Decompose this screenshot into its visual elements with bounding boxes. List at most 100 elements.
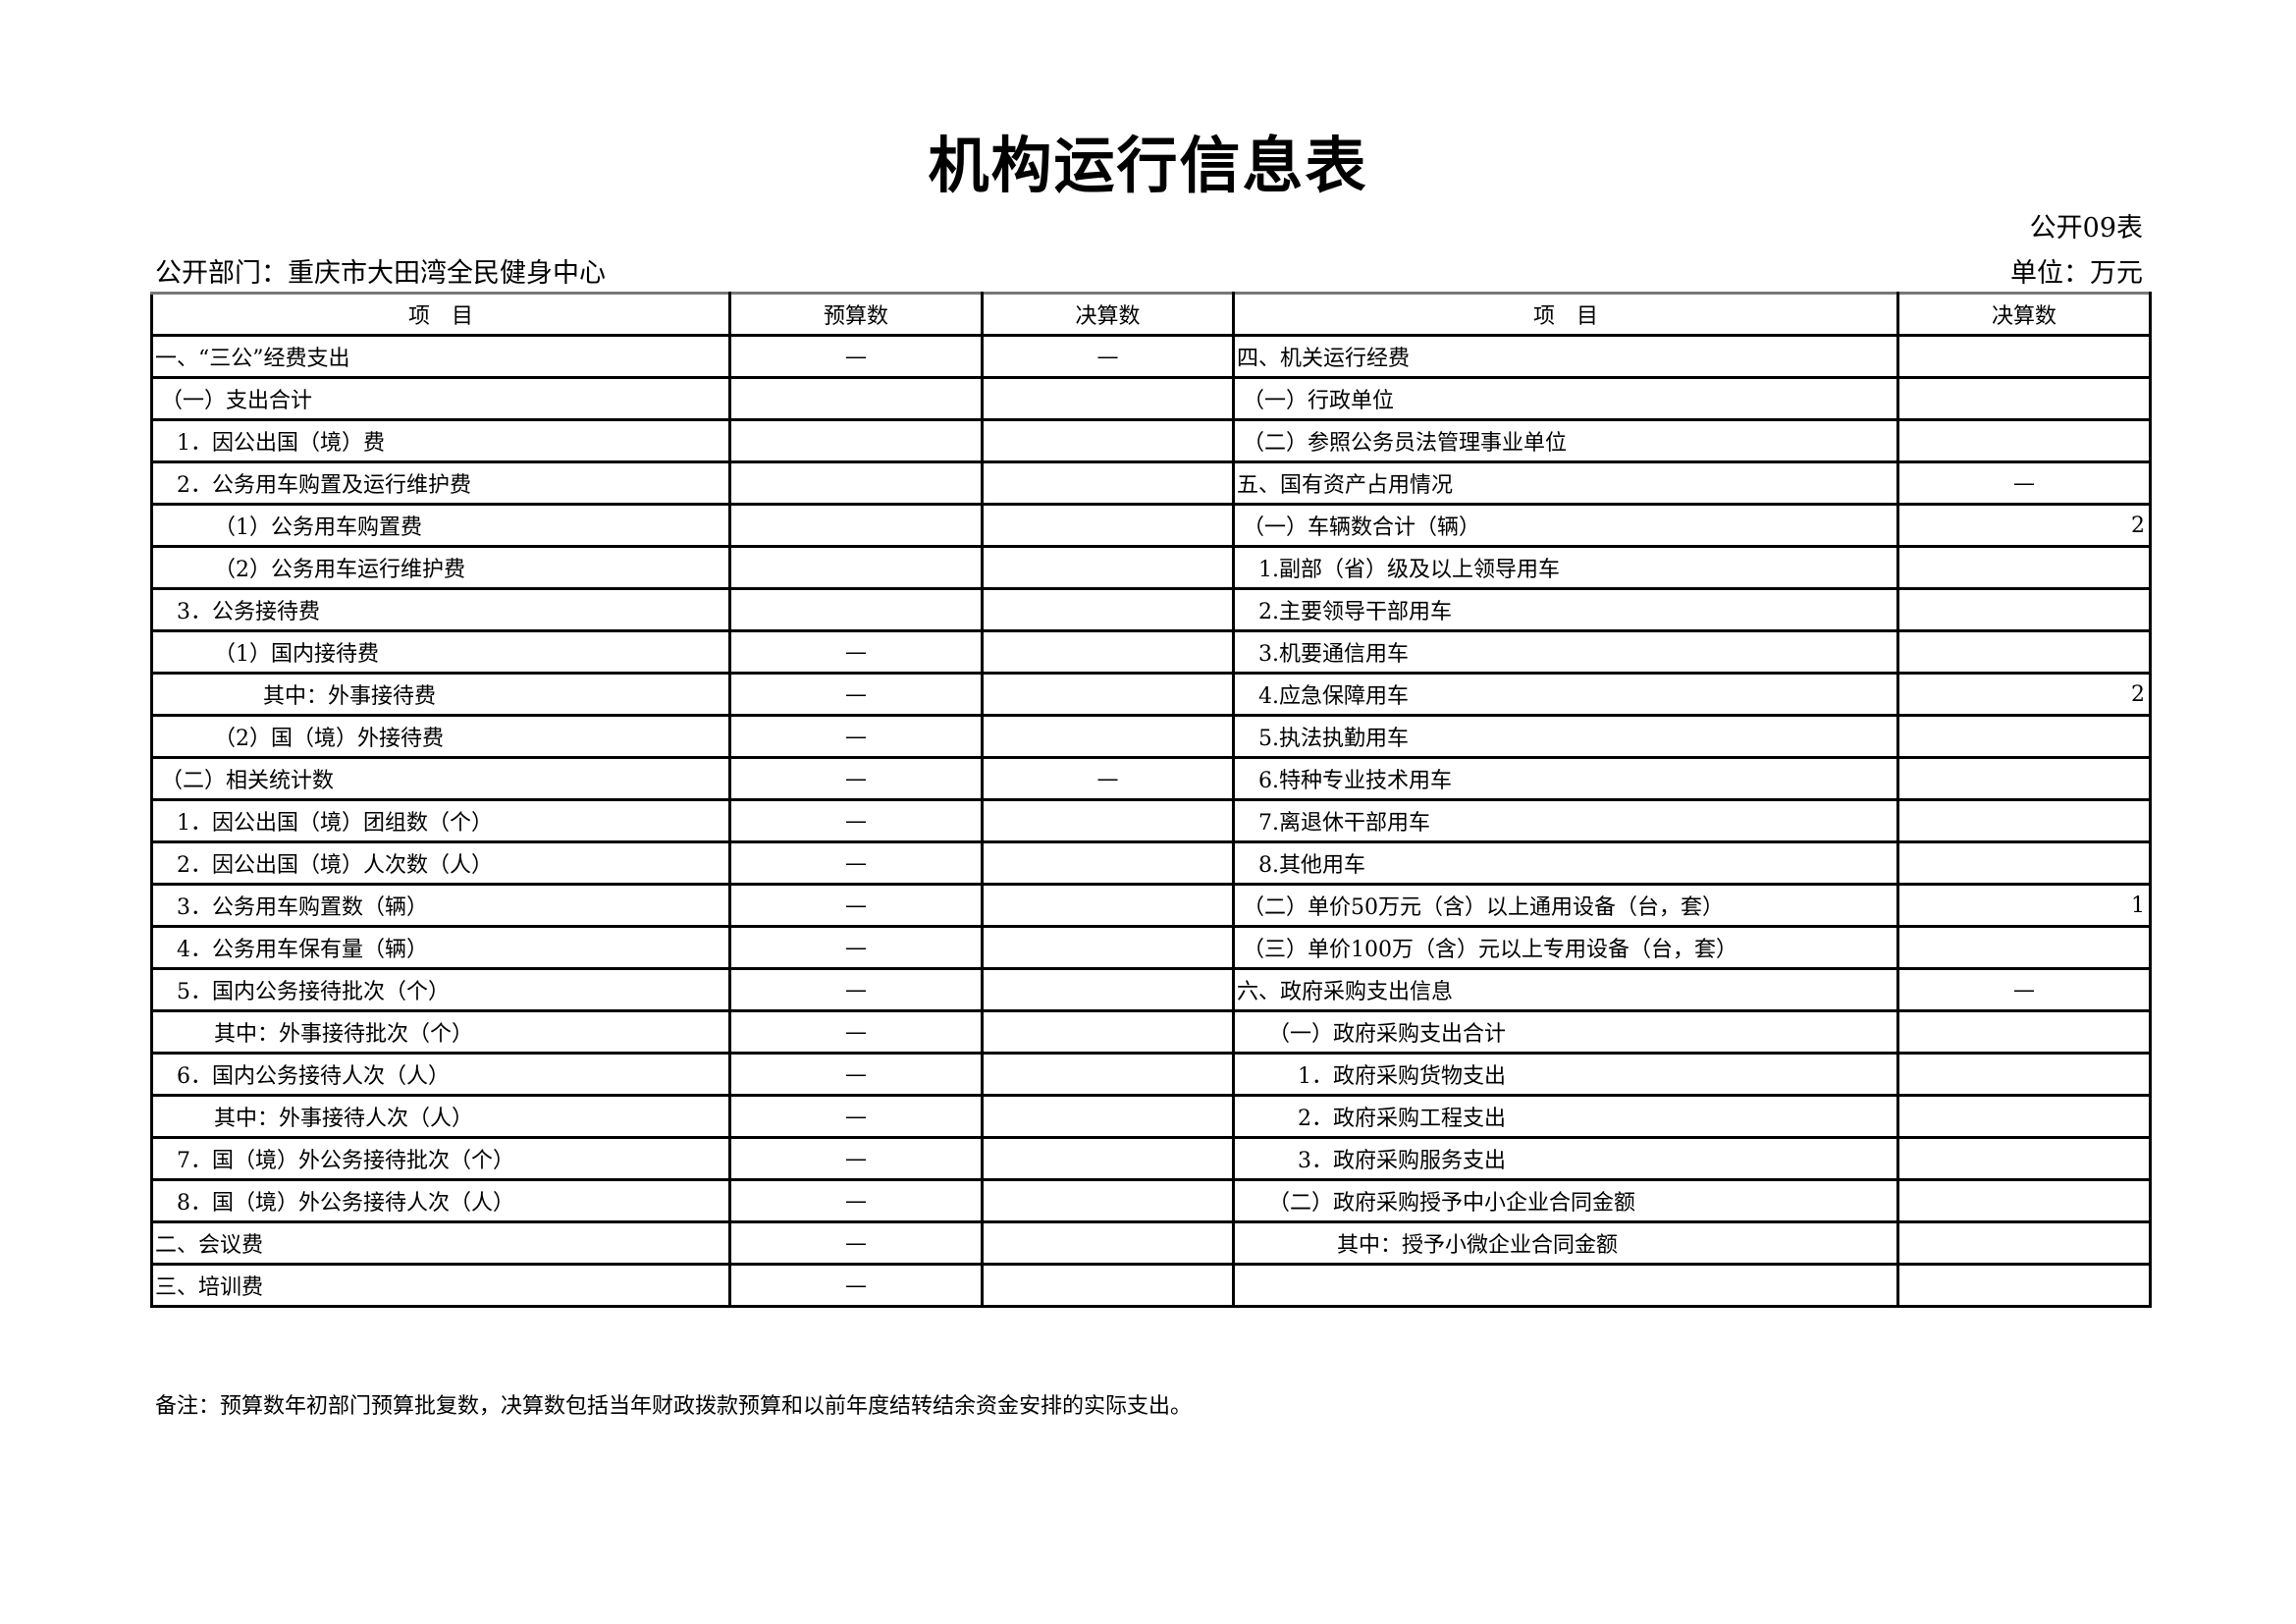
table-row: （2）公务用车运行维护费 1.副部（省）级及以上领导用车: [150, 545, 2152, 590]
cell-left-item: 其中：外事接待人次（人）: [150, 1094, 731, 1139]
cell-right-item: （三）单价100万（含）元以上专用设备（台，套）: [1232, 925, 1899, 970]
cell-left-budget: —: [728, 925, 984, 970]
table-row: （二）相关统计数 — —6.特种专业技术用车: [150, 756, 2152, 801]
cell-left-final: [981, 460, 1235, 506]
cell-left-budget: —: [728, 1178, 984, 1223]
cell-right-item: 3.机要通信用车: [1232, 629, 1899, 675]
cell-right-item: 2.主要领导干部用车: [1232, 587, 1899, 632]
cell-right-final: [1896, 1094, 2152, 1139]
cell-right-item: 6.特种专业技术用车: [1232, 756, 1899, 801]
header-left-item: 项 目: [150, 292, 731, 337]
table-row: 其中：外事接待批次（个） — （一）政府采购支出合计: [150, 1009, 2152, 1055]
cell-right-item: 3．政府采购服务支出: [1232, 1136, 1899, 1181]
cell-left-budget: —: [728, 798, 984, 843]
cell-left-item: 6．国内公务接待人次（人）: [150, 1052, 731, 1097]
cell-right-final: [1896, 925, 2152, 970]
cell-right-item: 其中：授予小微企业合同金额: [1232, 1220, 1899, 1266]
cell-left-item: 其中：外事接待批次（个）: [150, 1009, 731, 1055]
cell-left-final: [981, 629, 1235, 675]
cell-left-item: 8．国（境）外公务接待人次（人）: [150, 1178, 731, 1223]
cell-left-item: 三、培训费: [150, 1263, 731, 1308]
cell-left-budget: [728, 418, 984, 463]
cell-left-budget: —: [728, 883, 984, 928]
cell-left-item: 1．因公出国（境）费: [150, 418, 731, 463]
cell-left-item: 一、“三公”经费支出: [150, 334, 731, 379]
cell-left-budget: —: [728, 672, 984, 717]
cell-left-budget: [728, 545, 984, 590]
cell-left-final: [981, 1052, 1235, 1097]
table-row: 3．公务用车购置数（辆） — （二）单价50万元（含）以上通用设备（台，套） 1: [150, 883, 2152, 928]
header-right-item: 项 目: [1232, 292, 1899, 337]
cell-left-final: [981, 376, 1235, 421]
cell-left-final: [981, 714, 1235, 759]
table-row: 2．因公出国（境）人次数（人） — 8.其他用车: [150, 840, 2152, 886]
cell-right-item: 四、机关运行经费: [1232, 334, 1899, 379]
header-right-final: 决算数: [1896, 292, 2152, 337]
cell-right-item: [1232, 1263, 1899, 1308]
cell-left-item: （2）国（境）外接待费: [150, 714, 731, 759]
cell-right-final: [1896, 1178, 2152, 1223]
cell-right-final: [1896, 798, 2152, 843]
cell-left-final: [981, 503, 1235, 548]
cell-left-final: [981, 1263, 1235, 1308]
cell-right-item: 六、政府采购支出信息: [1232, 967, 1899, 1012]
cell-left-budget: —: [728, 1009, 984, 1055]
cell-right-item: 5.执法执勤用车: [1232, 714, 1899, 759]
cell-left-final: [981, 1094, 1235, 1139]
cell-right-final: 2: [1896, 672, 2152, 717]
cell-right-final: [1896, 334, 2152, 379]
table-row: 3．公务接待费 2.主要领导干部用车: [150, 587, 2152, 632]
cell-left-final: [981, 672, 1235, 717]
table-row: （2）国（境）外接待费 — 5.执法执勤用车: [150, 714, 2152, 759]
cell-right-item: （二）政府采购授予中小企业合同金额: [1232, 1178, 1899, 1223]
cell-right-item: 7.离退休干部用车: [1232, 798, 1899, 843]
cell-right-item: 2．政府采购工程支出: [1232, 1094, 1899, 1139]
cell-left-final: [981, 418, 1235, 463]
table-row: 6．国内公务接待人次（人） — 1．政府采购货物支出: [150, 1052, 2152, 1097]
cell-left-budget: —: [728, 629, 984, 675]
cell-right-final: —: [1896, 967, 2152, 1012]
unit-label: 单位：万元: [2010, 258, 2143, 289]
cell-left-budget: —: [728, 334, 984, 379]
cell-left-budget: —: [728, 967, 984, 1012]
cell-left-budget: —: [728, 1136, 984, 1181]
cell-left-item: 3．公务用车购置数（辆）: [150, 883, 731, 928]
header-left-final: 决算数: [981, 292, 1235, 337]
cell-left-final: [981, 587, 1235, 632]
cell-left-final: [981, 1136, 1235, 1181]
department-label: 公开部门：重庆市大田湾全民健身中心: [155, 258, 606, 289]
cell-left-item: （2）公务用车运行维护费: [150, 545, 731, 590]
cell-left-budget: —: [728, 1094, 984, 1139]
cell-left-budget: [728, 460, 984, 506]
cell-right-final: [1896, 840, 2152, 886]
cell-left-item: 4．公务用车保有量（辆）: [150, 925, 731, 970]
cell-right-final: [1896, 545, 2152, 590]
cell-left-item: 其中：外事接待费: [150, 672, 731, 717]
cell-right-final: [1896, 1052, 2152, 1097]
cell-right-final: [1896, 1263, 2152, 1308]
cell-left-budget: —: [728, 714, 984, 759]
cell-left-final: [981, 925, 1235, 970]
cell-left-item: 5．国内公务接待批次（个）: [150, 967, 731, 1012]
cell-right-final: [1896, 587, 2152, 632]
cell-left-item: 1．因公出国（境）团组数（个）: [150, 798, 731, 843]
cell-right-item: 4.应急保障用车: [1232, 672, 1899, 717]
cell-left-final: [981, 798, 1235, 843]
cell-right-final: 2: [1896, 503, 2152, 548]
table-row: （1）国内接待费 — 3.机要通信用车: [150, 629, 2152, 675]
cell-left-final: [981, 1009, 1235, 1055]
cell-left-budget: —: [728, 756, 984, 801]
table-row: 2．公务用车购置及运行维护费 五、国有资产占用情况 —: [150, 460, 2152, 506]
table-row: 一、“三公”经费支出 — — 四、机关运行经费: [150, 334, 2152, 379]
cell-right-final: [1896, 1136, 2152, 1181]
cell-right-item: （一）政府采购支出合计: [1232, 1009, 1899, 1055]
cell-left-item: 7．国（境）外公务接待批次（个）: [150, 1136, 731, 1181]
cell-right-item: 1.副部（省）级及以上领导用车: [1232, 545, 1899, 590]
cell-left-item: （二）相关统计数: [150, 756, 731, 801]
cell-right-final: —: [1896, 460, 2152, 506]
cell-right-final: [1896, 756, 2152, 801]
footnote: 备注：预算数年初部门预算批复数，决算数包括当年财政拨款预算和以前年度结转结余资金…: [155, 1394, 1193, 1419]
table-row: 8．国（境）外公务接待人次（人） — （二）政府采购授予中小企业合同金额: [150, 1178, 2152, 1223]
cell-left-final: [981, 1220, 1235, 1266]
table-row: 三、培训费 —: [150, 1263, 2152, 1308]
